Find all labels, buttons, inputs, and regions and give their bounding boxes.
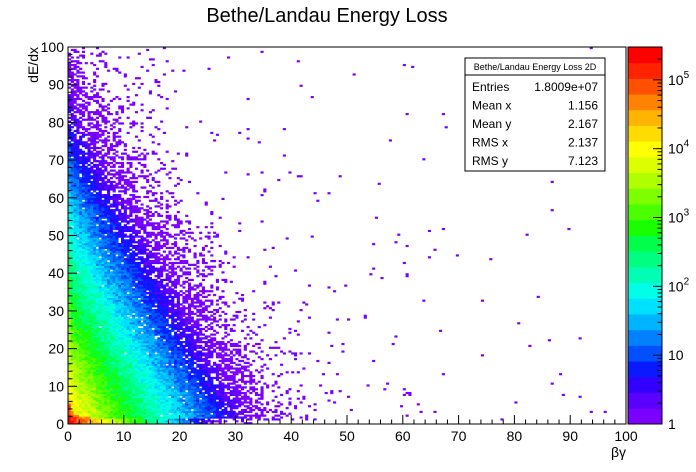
color-scale-band xyxy=(628,408,662,425)
y-tick-label: 0 xyxy=(56,416,64,432)
color-scale-band xyxy=(628,235,662,252)
stats-value: 7.123 xyxy=(568,154,598,168)
x-tick-label: 20 xyxy=(172,428,188,444)
stats-box-frame xyxy=(464,57,606,172)
color-scale-band xyxy=(628,47,662,64)
y-axis: 0 10 20 30 40 50 60 70 80 90 100 xyxy=(41,39,77,432)
stats-label: Mean y xyxy=(472,117,511,131)
y-tick-label: 80 xyxy=(48,114,64,130)
x-axis: 0 10 20 30 40 50 60 70 80 90 100 xyxy=(64,415,638,444)
y-tick-label: 40 xyxy=(48,265,64,281)
color-scale-band xyxy=(628,282,662,299)
x-tick-label: 90 xyxy=(562,428,578,444)
y-tick-label: 60 xyxy=(48,190,64,206)
x-tick-label: 50 xyxy=(339,428,355,444)
color-scale-band xyxy=(628,125,662,142)
color-scale: 1 10 102 103 104 105 xyxy=(627,46,690,432)
stats-label: Mean x xyxy=(472,99,511,113)
x-tick-label: 40 xyxy=(283,428,299,444)
color-scale-frame xyxy=(627,46,663,425)
stats-value: 1.8009e+07 xyxy=(534,80,598,94)
stats-value: 2.137 xyxy=(568,136,598,150)
z-tick-label: 104 xyxy=(668,139,690,157)
color-scale-band xyxy=(628,345,662,362)
stats-box-title: Bethe/Landau Energy Loss 2D xyxy=(474,62,597,72)
y-tick-label: 100 xyxy=(41,39,65,55)
color-scale-band xyxy=(628,109,662,126)
color-scale-band xyxy=(628,94,662,111)
stats-value: 2.167 xyxy=(568,117,598,131)
x-tick-label: 0 xyxy=(64,428,72,444)
x-tick-label: 70 xyxy=(451,428,467,444)
x-tick-label: 60 xyxy=(395,428,411,444)
stats-label: RMS x xyxy=(472,136,508,150)
color-scale-band xyxy=(628,204,662,221)
color-scale-band xyxy=(628,188,662,205)
color-scale-band xyxy=(628,219,662,236)
z-tick-label: 102 xyxy=(668,276,690,294)
color-scale-band xyxy=(628,251,662,268)
color-scale-band xyxy=(628,376,662,393)
x-tick-label: 100 xyxy=(614,428,638,444)
heatmap-cells xyxy=(68,47,607,425)
color-scale-band xyxy=(628,78,662,95)
z-tick-label: 10 xyxy=(668,347,684,363)
y-tick-label: 50 xyxy=(48,228,64,244)
y-tick-label: 10 xyxy=(48,378,64,394)
z-tick-label: 103 xyxy=(668,208,690,226)
y-tick-label: 20 xyxy=(48,341,64,357)
z-tick-label: 105 xyxy=(668,70,690,88)
chart-title: Bethe/Landau Energy Loss xyxy=(206,5,447,27)
color-scale-band xyxy=(628,329,662,346)
y-axis-label: dE/dx xyxy=(25,47,41,83)
y-tick-label: 30 xyxy=(48,303,64,319)
color-scale-band xyxy=(628,172,662,189)
x-tick-label: 30 xyxy=(228,428,244,444)
color-scale-band xyxy=(628,141,662,158)
y-tick-label: 70 xyxy=(48,152,64,168)
stats-box: Bethe/Landau Energy Loss 2D Entries 1.800… xyxy=(464,57,606,172)
z-tick-label: 1 xyxy=(668,416,676,432)
stats-label: RMS y xyxy=(472,154,508,168)
color-scale-band xyxy=(628,392,662,409)
x-axis-label: βγ xyxy=(611,444,626,460)
stats-label: Entries xyxy=(472,80,509,94)
color-scale-band xyxy=(628,314,662,331)
color-scale-band xyxy=(628,266,662,284)
y-tick-label: 90 xyxy=(48,77,64,93)
color-scale-band xyxy=(628,62,662,79)
x-tick-label: 10 xyxy=(116,428,132,444)
color-scale-band xyxy=(628,156,662,174)
x-tick-label: 80 xyxy=(507,428,523,444)
color-scale-band xyxy=(628,361,662,378)
stats-value: 1.156 xyxy=(568,99,598,113)
color-scale-band xyxy=(628,298,662,315)
